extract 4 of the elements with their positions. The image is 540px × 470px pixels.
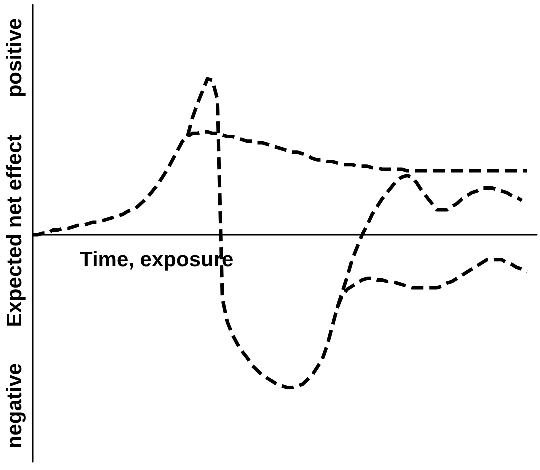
- y-axis-title: Expected net effect: [4, 134, 26, 328]
- text: negative: [4, 363, 26, 449]
- x-axis-title: Time, exposure: [80, 248, 234, 272]
- text: positive: [4, 18, 26, 98]
